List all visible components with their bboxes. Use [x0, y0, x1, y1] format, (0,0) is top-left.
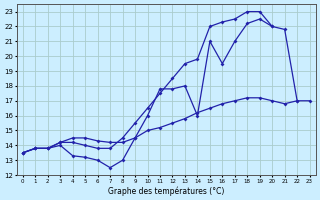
X-axis label: Graphe des températures (°C): Graphe des températures (°C) — [108, 186, 224, 196]
